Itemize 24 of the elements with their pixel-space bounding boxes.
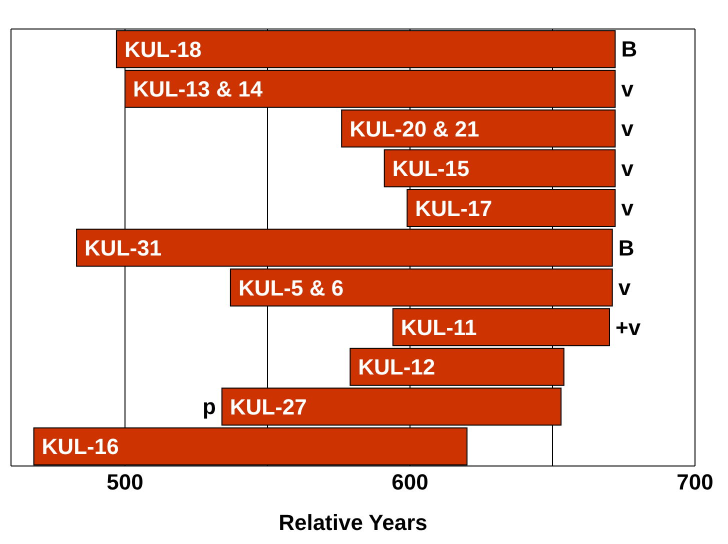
y-tick-label: KUL-20 & 21 [350,116,480,142]
y-tick-label: KUL-17 [415,196,492,221]
x-tick-label: 700 [676,470,714,495]
y-tick-label: KUL-31 [84,236,162,261]
annotation: v [621,196,634,221]
annotation: v [621,116,634,142]
x-tick-label: 500 [106,470,144,495]
x-axis-title: Relative Years [278,510,428,535]
y-tick-label: KUL-18 [124,36,202,62]
y-tick-label: KUL-13 & 14 [133,76,264,102]
annotation: v [618,275,632,300]
annotation: v [621,156,634,181]
annotation: v [621,76,634,102]
annotation: B [618,235,634,260]
annotation: B [621,36,638,62]
x-tick-label: 600 [392,470,428,495]
y-tick-label: KUL-27 [230,394,307,420]
y-tick-label: KUL-16 [42,434,119,460]
y-tick-label: KUL-15 [392,156,470,182]
y-tick-label: KUL-5 & 6 [238,275,344,300]
annotation: +v [616,314,642,340]
y-tick-label: KUL-11 [400,314,477,340]
annotation: p [202,394,216,420]
y-tick-label: KUL-12 [358,354,436,380]
